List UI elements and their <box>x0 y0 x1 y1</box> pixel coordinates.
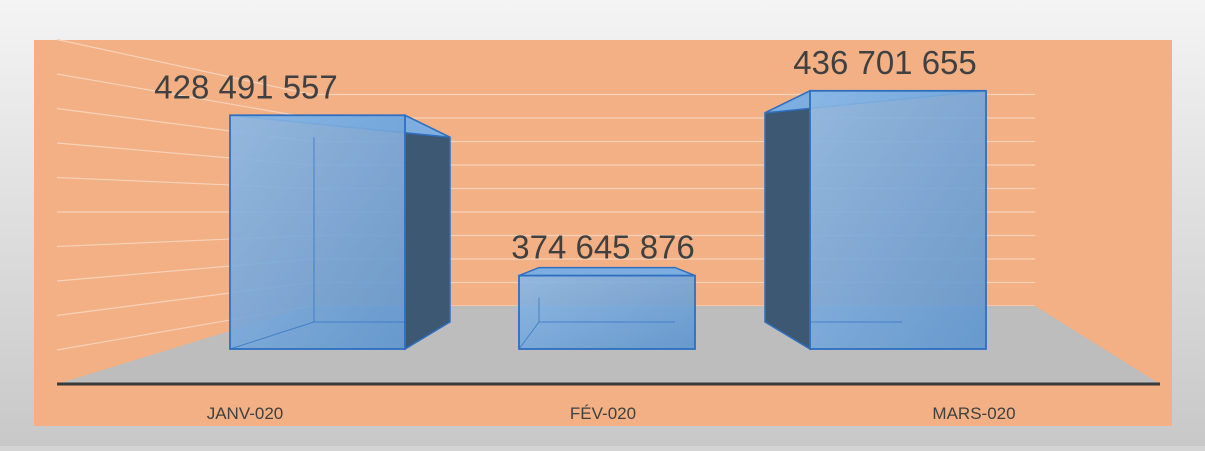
gridline-side <box>56 73 312 119</box>
bars <box>229 89 987 351</box>
bar-inner-edge <box>518 321 540 350</box>
data-label: 374 645 876 <box>511 229 695 266</box>
x-tick-label: MARS-020 <box>932 404 1015 423</box>
data-label: 436 701 655 <box>793 44 977 81</box>
bar-mars-020 <box>764 89 987 351</box>
bar-top-face <box>518 266 696 277</box>
bar-front-face <box>809 89 987 350</box>
gridline-side <box>56 38 312 96</box>
x-tick-label: JANV-020 <box>207 404 284 423</box>
data-label: 428 491 557 <box>154 68 338 105</box>
labels: 428 491 557 JANV-020 374 645 876 FÉV-020 436… <box>154 44 1015 423</box>
bar-front-face <box>229 114 406 350</box>
bar-janv-020 <box>229 114 451 351</box>
bar-side-face <box>764 89 811 351</box>
bar-inner-edge <box>229 321 315 350</box>
bar-fév-020 <box>518 266 696 350</box>
bar-front-face <box>518 274 696 350</box>
bar-side-face <box>404 114 451 351</box>
x-tick-label: FÉV-020 <box>570 404 636 423</box>
